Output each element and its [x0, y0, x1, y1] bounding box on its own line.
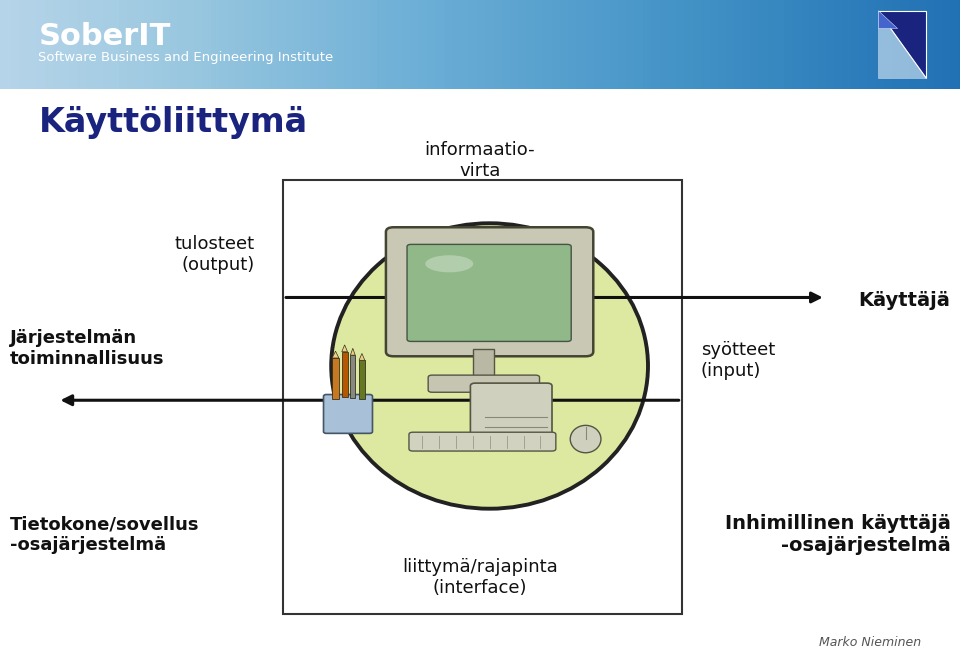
Text: tulosteet
(output): tulosteet (output)	[175, 235, 254, 274]
Bar	[283, 180, 682, 614]
Polygon shape	[350, 348, 355, 355]
FancyBboxPatch shape	[324, 395, 372, 434]
Text: Tietokone/sovellus
-osajärjestelmä: Tietokone/sovellus -osajärjestelmä	[10, 515, 199, 554]
Text: syötteet
(input): syötteet (input)	[701, 341, 775, 379]
FancyBboxPatch shape	[386, 227, 593, 356]
FancyBboxPatch shape	[409, 432, 556, 451]
Text: Software Business and Engineering Institute: Software Business and Engineering Instit…	[38, 51, 334, 64]
Text: Käyttäjä: Käyttäjä	[858, 291, 950, 310]
Text: informaatio-
virta: informaatio- virta	[424, 141, 536, 180]
FancyBboxPatch shape	[470, 383, 552, 440]
Polygon shape	[878, 11, 926, 79]
Bar	[473, 349, 494, 382]
FancyBboxPatch shape	[428, 375, 540, 392]
Text: Marko Nieminen: Marko Nieminen	[820, 636, 922, 649]
Bar	[332, 358, 339, 399]
Ellipse shape	[570, 425, 601, 453]
Polygon shape	[359, 353, 365, 360]
Ellipse shape	[331, 223, 648, 509]
Polygon shape	[878, 11, 926, 79]
Polygon shape	[342, 345, 348, 352]
Text: Järjestelmän
toiminnallisuus: Järjestelmän toiminnallisuus	[10, 329, 164, 368]
Text: liittymä/rajapinta
(interface): liittymä/rajapinta (interface)	[402, 558, 558, 597]
Polygon shape	[332, 351, 339, 358]
Polygon shape	[878, 11, 898, 28]
Text: Inhimillinen käyttäjä
-osajärjestelmä: Inhimillinen käyttäjä -osajärjestelmä	[725, 514, 950, 555]
Text: SoberIT: SoberIT	[38, 22, 171, 51]
Bar	[342, 352, 348, 397]
Bar	[350, 355, 355, 398]
Ellipse shape	[425, 255, 473, 273]
Text: Käyttöliittymä: Käyttöliittymä	[38, 106, 307, 139]
FancyBboxPatch shape	[407, 244, 571, 341]
Bar	[359, 360, 365, 399]
